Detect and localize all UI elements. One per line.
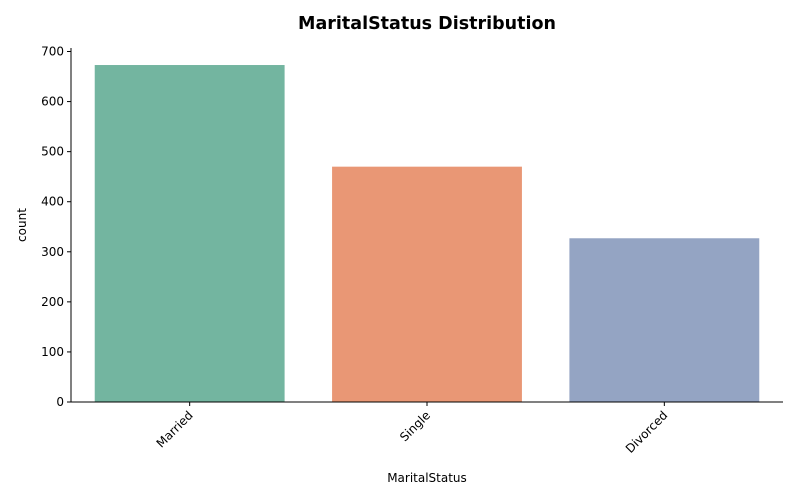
y-tick-label: 0 (56, 395, 64, 409)
y-tick-label: 700 (41, 45, 64, 59)
x-tick-label: Divorced (623, 408, 671, 456)
x-axis-label: MaritalStatus (387, 471, 467, 485)
x-tick-label: Married (154, 408, 196, 450)
bar-single (332, 166, 522, 402)
bar-divorced (569, 238, 760, 402)
bar-married (94, 65, 285, 402)
y-axis-ticks: 0 100 200 300 400 500 600 700 (41, 45, 71, 409)
y-axis-label: count (15, 208, 29, 242)
chart-title: MaritalStatus Distribution (298, 14, 556, 34)
y-tick-label: 200 (41, 295, 64, 309)
x-tick-label: Single (397, 408, 433, 444)
y-tick-label: 400 (41, 195, 64, 209)
bars (94, 65, 760, 402)
y-tick-label: 100 (41, 345, 64, 359)
y-tick-label: 600 (41, 95, 64, 109)
y-tick-label: 300 (41, 245, 64, 259)
y-tick-label: 500 (41, 145, 64, 159)
x-axis-ticks: Married Single Divorced (154, 402, 671, 456)
